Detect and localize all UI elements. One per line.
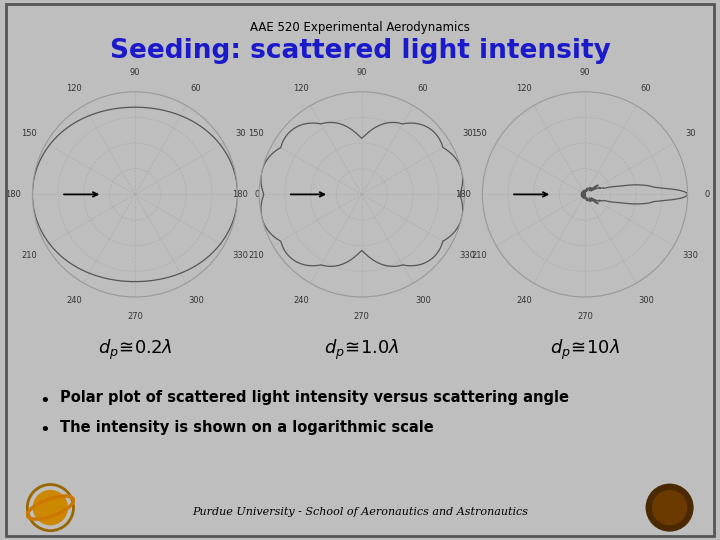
Circle shape [652, 490, 687, 525]
Text: $d_p\!\cong\!0.2\lambda$: $d_p\!\cong\!0.2\lambda$ [98, 338, 172, 362]
Text: •: • [40, 392, 50, 409]
Text: Seeding: scattered light intensity: Seeding: scattered light intensity [109, 38, 611, 64]
Text: $d_p\!\cong\!1.0\lambda$: $d_p\!\cong\!1.0\lambda$ [324, 338, 400, 362]
Circle shape [33, 490, 68, 525]
Text: Polar plot of scattered light intensity versus scattering angle: Polar plot of scattered light intensity … [60, 390, 569, 405]
Text: AAE 520 Experimental Aerodynamics: AAE 520 Experimental Aerodynamics [250, 21, 470, 33]
Text: $d_p\!\cong\!10\lambda$: $d_p\!\cong\!10\lambda$ [550, 338, 620, 362]
Text: Purdue University - School of Aeronautics and Astronautics: Purdue University - School of Aeronautic… [192, 507, 528, 517]
Text: The intensity is shown on a logarithmic scale: The intensity is shown on a logarithmic … [60, 420, 433, 435]
Text: •: • [40, 421, 50, 439]
Circle shape [647, 484, 693, 531]
